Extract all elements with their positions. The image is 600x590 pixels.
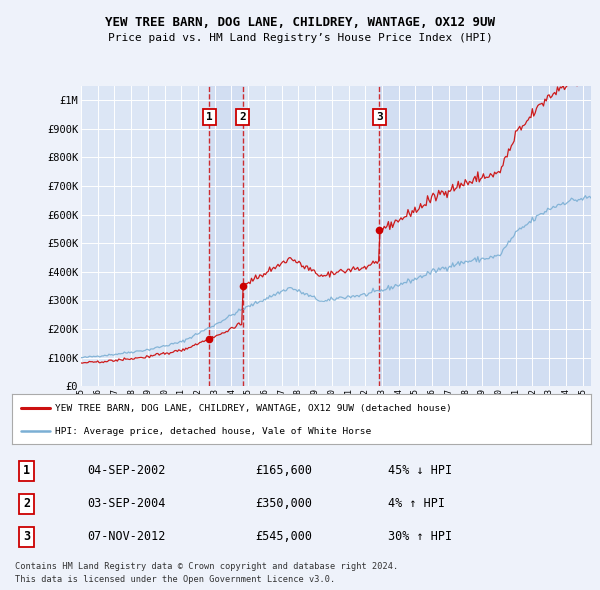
Bar xyxy=(209,86,242,386)
Text: YEW TREE BARN, DOG LANE, CHILDREY, WANTAGE, OX12 9UW (detached house): YEW TREE BARN, DOG LANE, CHILDREY, WANTA… xyxy=(55,404,452,412)
Text: 2: 2 xyxy=(23,497,30,510)
Text: 04-SEP-2002: 04-SEP-2002 xyxy=(87,464,166,477)
Text: £165,600: £165,600 xyxy=(255,464,312,477)
Bar xyxy=(379,86,591,386)
Text: 3: 3 xyxy=(376,112,383,122)
Text: 4% ↑ HPI: 4% ↑ HPI xyxy=(388,497,445,510)
Text: Contains HM Land Registry data © Crown copyright and database right 2024.
This d: Contains HM Land Registry data © Crown c… xyxy=(15,562,398,584)
Text: 03-SEP-2004: 03-SEP-2004 xyxy=(87,497,166,510)
Text: £545,000: £545,000 xyxy=(255,530,312,543)
Text: Price paid vs. HM Land Registry’s House Price Index (HPI): Price paid vs. HM Land Registry’s House … xyxy=(107,34,493,43)
Text: 07-NOV-2012: 07-NOV-2012 xyxy=(87,530,166,543)
Text: 3: 3 xyxy=(23,530,30,543)
Text: 2: 2 xyxy=(239,112,246,122)
Text: HPI: Average price, detached house, Vale of White Horse: HPI: Average price, detached house, Vale… xyxy=(55,427,371,436)
Text: £350,000: £350,000 xyxy=(255,497,312,510)
Text: 30% ↑ HPI: 30% ↑ HPI xyxy=(388,530,452,543)
Text: 1: 1 xyxy=(23,464,30,477)
Text: 45% ↓ HPI: 45% ↓ HPI xyxy=(388,464,452,477)
Text: YEW TREE BARN, DOG LANE, CHILDREY, WANTAGE, OX12 9UW: YEW TREE BARN, DOG LANE, CHILDREY, WANTA… xyxy=(105,16,495,29)
Text: 1: 1 xyxy=(206,112,212,122)
